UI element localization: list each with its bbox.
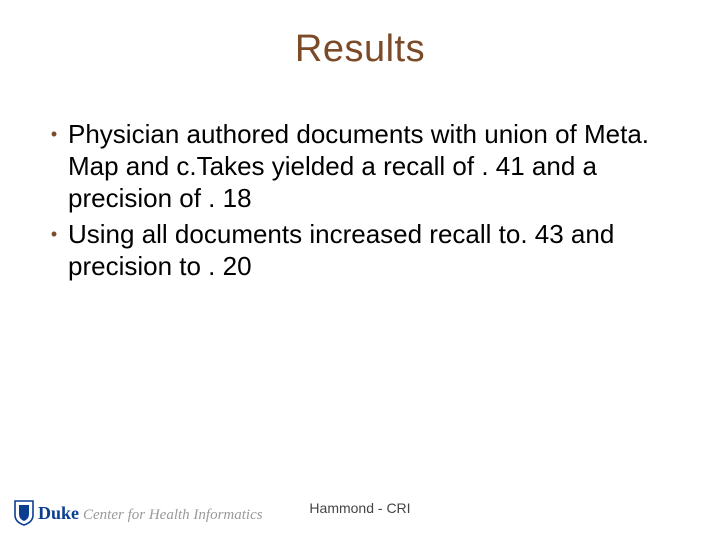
bullet-marker-icon: • bbox=[40, 218, 68, 250]
bullet-item: • Physician authored documents with unio… bbox=[40, 118, 680, 214]
bullet-text: Using all documents increased recall to.… bbox=[68, 218, 680, 282]
logo-brand: Duke bbox=[38, 503, 79, 524]
logo: Duke Center for Health Informatics bbox=[14, 500, 263, 526]
bullet-text: Physician authored documents with union … bbox=[68, 118, 680, 214]
bullet-marker-icon: • bbox=[40, 118, 68, 150]
shield-icon bbox=[14, 500, 34, 526]
logo-unit: Center for Health Informatics bbox=[83, 507, 263, 524]
slide-title: Results bbox=[0, 28, 720, 71]
slide: Results • Physician authored documents w… bbox=[0, 0, 720, 540]
bullet-item: • Using all documents increased recall t… bbox=[40, 218, 680, 282]
slide-body: • Physician authored documents with unio… bbox=[40, 118, 680, 286]
logo-text: Duke Center for Health Informatics bbox=[38, 503, 263, 524]
